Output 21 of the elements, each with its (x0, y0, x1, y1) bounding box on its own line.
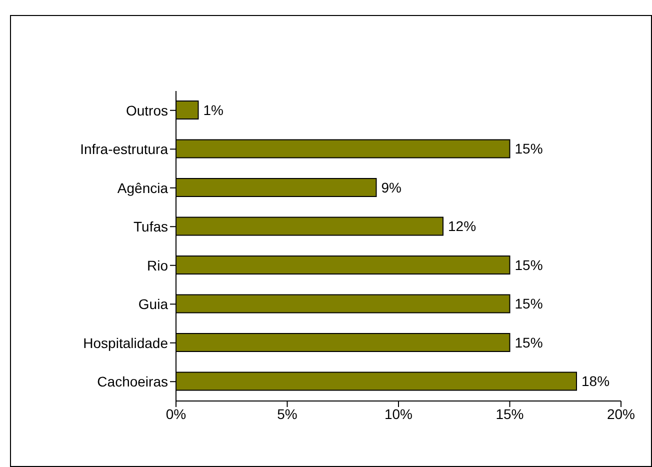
data-label: 1% (203, 102, 224, 118)
data-label: 15% (514, 296, 543, 312)
y-tick-label: Tufas (134, 218, 168, 235)
data-label: 15% (514, 334, 543, 350)
data-label: 18% (582, 373, 610, 390)
x-tick-label: 0% (166, 406, 186, 422)
x-tick-label: 10% (384, 406, 413, 422)
data-label: 9% (381, 179, 402, 196)
y-tick-label: Agência (117, 180, 168, 196)
data-label: 15% (514, 140, 543, 157)
data-label: 12% (448, 218, 476, 234)
y-tick-label: Guia (138, 296, 168, 312)
y-tick-label: Outros (126, 102, 168, 118)
x-tick-label: 5% (277, 406, 298, 422)
y-tick-label: Infra-estrutura (80, 141, 168, 158)
data-label: 15% (514, 256, 543, 273)
y-tick-label: Hospitalidade (83, 334, 168, 351)
x-tick-label: 15% (496, 406, 524, 422)
y-tick-label: Rio (146, 257, 168, 274)
y-tick-label: Cachoeiras (97, 374, 168, 390)
x-tick-label: 20% (606, 406, 636, 422)
